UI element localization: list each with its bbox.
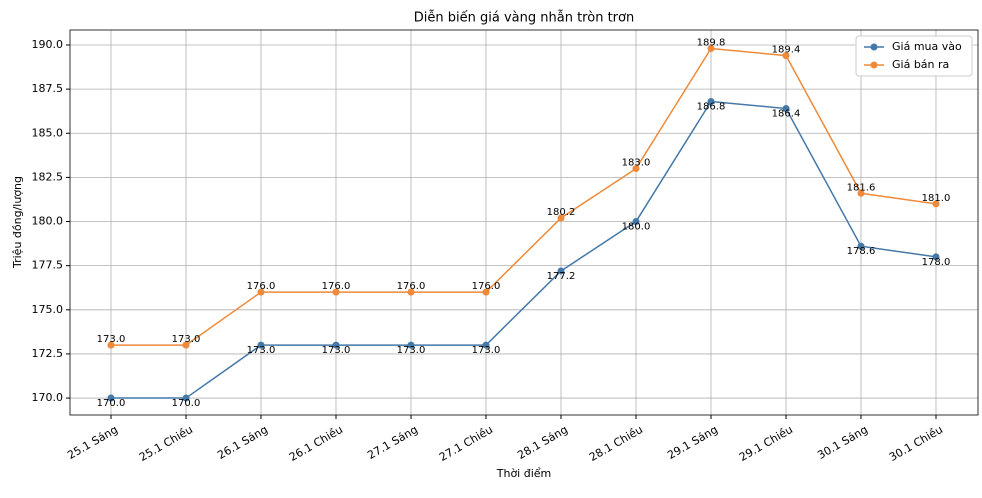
x-tick-label: 27.1 Chiều [437,423,495,464]
series-line [111,100,937,399]
chart-title: Diễn biến giá vàng nhẫn tròn trơn [414,11,634,26]
y-tick-label: 185.0 [32,126,64,139]
data-label: 183.0 [622,158,651,169]
legend-marker [870,61,878,69]
x-tick-label: 29.1 Chiều [737,423,795,464]
data-label: 189.4 [772,45,801,56]
y-tick-label: 170.0 [32,391,64,404]
data-point [632,165,640,173]
data-label: 181.6 [847,182,876,193]
data-label: 186.4 [772,109,801,120]
x-tick-label: 28.1 Chiều [587,423,645,464]
data-label: 178.0 [922,257,951,268]
data-point [407,341,415,349]
x-tick-label: 25.1 Sáng [65,423,120,462]
legend-box [855,35,973,77]
x-tick-label: 29.1 Sáng [665,423,720,462]
data-label: 186.8 [697,101,726,112]
legend: Giá mua vào Giá bán ra [855,35,973,77]
data-point [482,288,490,296]
y-tick-label: 172.5 [32,347,64,360]
data-label: 170.0 [172,398,201,409]
data-point [857,242,865,250]
legend-marker [870,43,878,51]
y-tick-label: 175.0 [32,303,64,316]
data-label: 173.0 [472,345,501,356]
y-tick-label: 177.5 [32,259,64,272]
x-tick-label: 26.1 Sáng [215,423,270,462]
y-axis-label: Triệu đồng/lượng [11,176,24,269]
data-label: 173.0 [247,345,276,356]
x-tick-label: 28.1 Sáng [515,423,570,462]
x-tick-label: 25.1 Chiều [137,423,195,464]
data-label: 177.2 [547,271,576,282]
data-label: 176.0 [472,281,501,292]
data-label: 173.0 [397,345,426,356]
data-label: 173.0 [322,345,351,356]
data-point [557,267,565,275]
y-tick-label: 180.0 [32,215,64,228]
x-tick-label: 30.1 Sáng [815,423,870,462]
data-label: 180.0 [622,222,651,233]
y-tick-label: 190.0 [32,38,64,51]
x-tick-label: 30.1 Chiều [887,423,945,464]
data-label: 176.0 [322,281,351,292]
legend-label: Giá mua vào [892,40,962,53]
data-point [932,253,940,261]
data-label: 180.2 [547,207,576,218]
data-point [332,341,340,349]
data-label: 173.0 [97,334,126,345]
x-axis-label: Thời điểm [496,467,552,480]
data-point [182,341,190,349]
data-point [557,214,565,222]
data-point [482,341,490,349]
x-tick-label: 27.1 Sáng [365,423,420,462]
x-tick-label: 26.1 Chiều [287,423,345,464]
data-point [107,341,115,349]
plot-frame [69,29,979,416]
y-tick-label: 182.5 [32,170,64,183]
data-label: 170.0 [97,398,126,409]
data-label: 189.8 [697,38,726,49]
data-point [107,394,115,402]
data-label: 173.0 [172,334,201,345]
y-tick-label: 187.5 [32,82,64,95]
data-point [332,288,340,296]
data-point [632,218,640,226]
data-point [182,394,190,402]
data-point [257,341,265,349]
data-label: 178.6 [847,246,876,257]
data-point [707,45,715,53]
data-point [782,105,790,113]
legend-label: Giá bán ra [892,58,949,71]
data-point [257,288,265,296]
data-point [857,189,865,197]
data-point [707,97,715,105]
data-label: 176.0 [397,281,426,292]
data-label: 176.0 [247,281,276,292]
data-point [407,288,415,296]
data-point [782,52,790,60]
data-point [932,200,940,208]
series-line [111,47,937,346]
data-label: 181.0 [922,193,951,204]
